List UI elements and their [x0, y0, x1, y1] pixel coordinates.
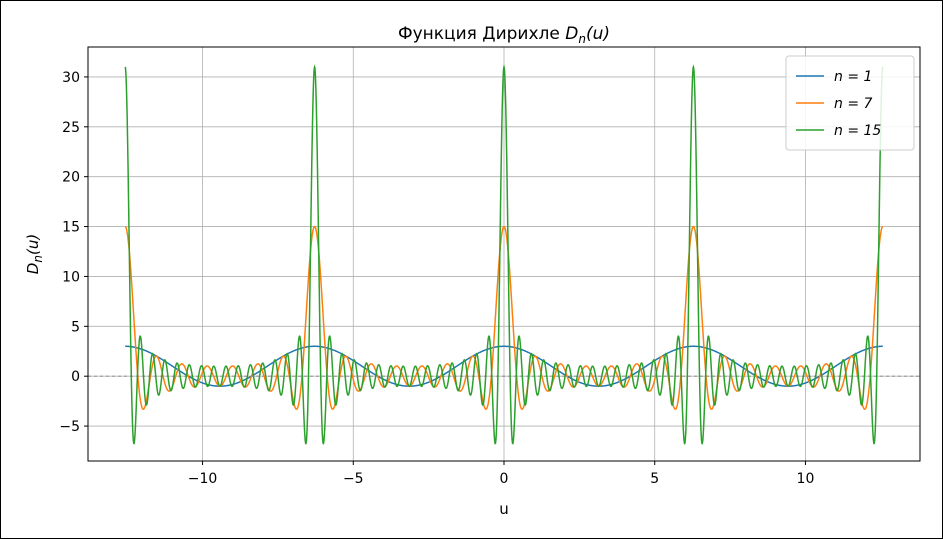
y-tick-label: 25	[62, 120, 80, 136]
x-tick-label: −5	[343, 471, 364, 487]
y-tick-label: 5	[71, 319, 80, 335]
y-tick-label: 30	[62, 70, 80, 86]
legend-label: n = 1	[834, 69, 872, 85]
y-tick-label: −5	[59, 419, 80, 435]
chart-title: Функция Дирихле Dn(u)	[398, 24, 610, 46]
plot-area	[124, 64, 884, 445]
y-axis-label: Dn(u)	[24, 234, 45, 274]
y-tick-label: 10	[62, 269, 80, 285]
chart-title-arg: (u)	[586, 24, 610, 44]
x-tick-label: −10	[188, 471, 218, 487]
series-line-n15	[124, 64, 884, 445]
y-tick-label: 0	[71, 369, 80, 385]
legend-box	[785, 55, 915, 151]
legend: n = 1 n = 7 n = 15	[785, 55, 915, 151]
x-tick-label: 5	[650, 471, 659, 487]
series-line-n7	[124, 225, 884, 410]
y-axis-label-arg: (u)	[24, 234, 42, 255]
y-axis: −5 0 5 10 15 20 25 30	[59, 70, 88, 435]
x-axis: −10 −5 0 5 10	[188, 461, 815, 487]
y-tick-label: 15	[62, 220, 80, 236]
x-axis-label: u	[499, 500, 509, 518]
y-axis-label-sub: n	[31, 255, 45, 263]
y-axis-label-math: D	[24, 263, 42, 275]
y-tick-label: 20	[62, 170, 80, 186]
legend-label: n = 7	[834, 96, 873, 112]
legend-label: n = 15	[834, 123, 881, 139]
chart-title-sub: n	[578, 32, 586, 46]
x-tick-label: 10	[797, 471, 815, 487]
chart-title-math: D	[565, 24, 578, 44]
x-tick-label: 0	[500, 471, 509, 487]
chart-title-prefix: Функция Дирихле	[398, 24, 565, 44]
